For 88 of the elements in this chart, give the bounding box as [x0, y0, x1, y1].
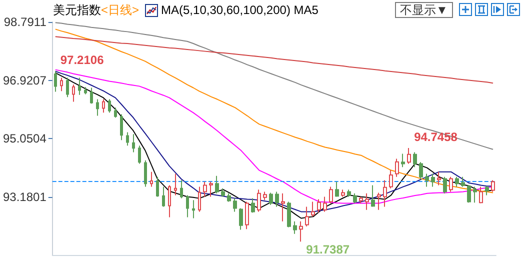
annotation: 97.2106	[60, 53, 104, 68]
candlestick	[245, 201, 249, 230]
candlestick	[281, 192, 285, 222]
candlestick	[209, 181, 213, 198]
candlestick	[203, 181, 207, 198]
candlestick	[257, 189, 261, 212]
candlestick	[287, 201, 291, 228]
candlestick	[347, 189, 351, 198]
candlestick	[275, 191, 279, 208]
y-tick-label: 93.1801	[2, 190, 47, 204]
candlestick	[114, 107, 117, 118]
candlestick	[138, 145, 141, 164]
candlestick	[371, 184, 375, 208]
candlestick	[305, 206, 309, 227]
candlestick	[96, 98, 99, 116]
candlestick	[425, 173, 429, 188]
candlestick	[144, 160, 147, 188]
candlestick	[132, 134, 135, 153]
candlestick	[162, 186, 165, 208]
candlestick	[317, 198, 321, 214]
candlestick	[198, 186, 201, 212]
candlestick	[78, 77, 81, 96]
chart-title: 美元指数	[53, 2, 101, 18]
candlestick	[251, 198, 255, 214]
candlestick	[215, 175, 219, 194]
y-tick-label: 96.9207	[2, 73, 47, 88]
candlestick	[329, 186, 333, 204]
candlestick	[108, 98, 111, 114]
candlestick	[359, 196, 363, 204]
candlestick	[84, 86, 87, 95]
candlestick	[233, 198, 237, 212]
candlestick	[299, 220, 303, 242]
text: MA(5,10,30,60,100,200) MA5	[161, 3, 318, 17]
candlestick	[473, 186, 477, 204]
candlestick	[102, 98, 105, 114]
candlestick	[263, 191, 267, 201]
candlestick	[311, 201, 315, 218]
candlestick	[156, 176, 159, 198]
candlestick	[186, 194, 189, 218]
candlestick	[461, 176, 465, 188]
line-series	[54, 22, 494, 150]
candlestick	[180, 180, 183, 199]
candlestick	[401, 153, 405, 168]
candlestick	[72, 84, 75, 102]
candlestick	[419, 162, 423, 180]
line-series	[54, 36, 494, 84]
chart-subtitle: <日线>	[101, 2, 140, 18]
candlestick	[455, 176, 459, 188]
candlestick	[467, 184, 471, 204]
candlestick	[323, 196, 327, 212]
candlestick	[239, 208, 243, 230]
y-tick-label: 95.0504	[2, 132, 47, 146]
candlestick	[269, 192, 273, 206]
candlestick	[353, 192, 357, 204]
candlestick	[60, 77, 63, 92]
candlestick	[491, 180, 495, 192]
candlestick	[443, 176, 447, 194]
candlestick	[413, 152, 417, 168]
candlestick	[341, 189, 345, 198]
y-tick-label: 98.7911	[4, 15, 47, 29]
candlestick	[389, 170, 393, 189]
candlestick	[221, 188, 225, 198]
candlestick	[335, 181, 339, 198]
candlestick	[431, 173, 435, 188]
candlestick	[449, 176, 453, 192]
candlestick	[90, 87, 93, 104]
candlestick	[293, 220, 297, 234]
candlestick	[174, 173, 177, 196]
candlestick	[126, 132, 129, 146]
candlestick	[479, 186, 483, 204]
annotation: 94.7458	[414, 130, 458, 144]
candlestick	[395, 158, 399, 178]
candlestick	[54, 70, 57, 92]
candlestick	[365, 192, 369, 210]
candlestick	[407, 147, 411, 164]
candlestick	[383, 180, 387, 208]
line-series	[54, 28, 494, 194]
candlestick	[437, 171, 441, 186]
candlestick	[227, 192, 231, 202]
candlestick	[192, 200, 195, 219]
candlestick	[150, 171, 153, 188]
candlestick	[485, 186, 489, 196]
candlestick	[120, 114, 123, 141]
candlestick	[168, 184, 171, 218]
annotation: 91.7387	[306, 242, 350, 257]
candlestick	[377, 192, 381, 210]
text: 不显示▼	[395, 2, 453, 18]
candlestick	[66, 77, 69, 98]
